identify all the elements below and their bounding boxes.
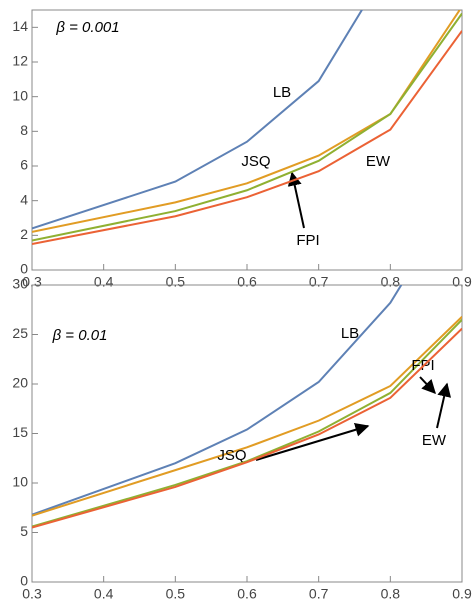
series-line [32, 12, 462, 242]
x-tick-label: 0.6 [237, 586, 257, 600]
y-tick-label: 5 [20, 523, 28, 539]
series-line [32, 315, 462, 517]
x-tick-label: 0.8 [381, 586, 401, 600]
x-tick-label: 0.5 [166, 586, 186, 600]
legend-label: JSQ [217, 447, 246, 464]
annotation: β = 0.001 [55, 19, 119, 36]
series-line [32, 10, 364, 230]
arrow [436, 382, 452, 429]
x-tick-label: 0.5 [166, 274, 186, 290]
x-tick-label: 0.4 [94, 586, 114, 600]
y-tick-label: 10 [12, 474, 28, 490]
annotation: β = 0.01 [52, 327, 108, 344]
y-tick-label: 20 [12, 375, 28, 391]
x-tick-label: 0.4 [94, 274, 114, 290]
y-tick-label: 8 [20, 122, 28, 138]
series-line [32, 318, 462, 528]
y-tick-label: 15 [12, 424, 28, 440]
x-tick-label: 0.6 [237, 274, 257, 290]
legend-label: EW [422, 432, 447, 449]
y-tick-label: 6 [20, 157, 28, 173]
x-tick-label: 0.3 [22, 274, 42, 290]
legend-label: EW [366, 153, 391, 170]
y-tick-label: 0 [20, 261, 28, 277]
x-tick-label: 0.3 [22, 586, 42, 600]
legend-label: JSQ [241, 153, 270, 170]
legend-label: FPI [296, 232, 319, 249]
legend-label: LB [341, 325, 359, 342]
series-line [32, 327, 462, 529]
arrow [255, 422, 370, 461]
y-tick-label: 10 [12, 87, 28, 103]
legend-label: LB [273, 84, 291, 101]
series-line [32, 285, 403, 516]
y-tick-label: 30 [12, 276, 28, 292]
y-tick-label: 2 [20, 226, 28, 242]
y-tick-label: 0 [20, 573, 28, 589]
y-tick-label: 12 [12, 53, 28, 69]
y-tick-label: 14 [12, 18, 28, 34]
arrow [287, 171, 305, 229]
x-tick-label: 0.7 [309, 586, 329, 600]
arrow [419, 376, 436, 395]
x-tick-label: 0.7 [309, 274, 329, 290]
series-line [32, 30, 462, 245]
y-tick-label: 25 [12, 325, 28, 341]
arrows [255, 171, 452, 461]
x-tick-label: 0.8 [381, 274, 401, 290]
x-tick-label: 0.9 [452, 586, 472, 600]
y-tick-label: 4 [20, 191, 28, 207]
x-tick-label: 0.9 [452, 274, 472, 290]
